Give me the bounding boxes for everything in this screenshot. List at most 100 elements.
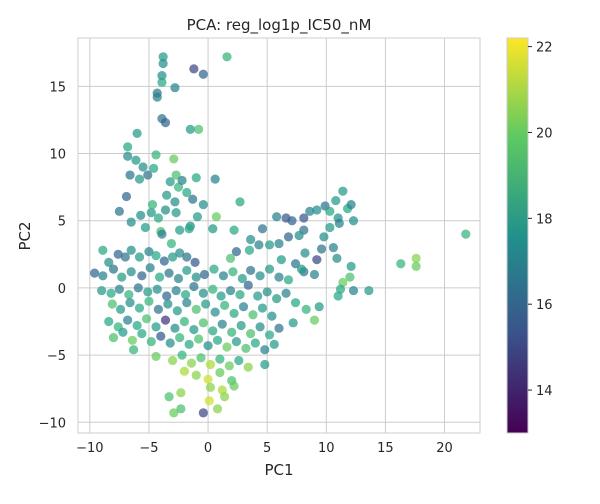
data-point	[156, 331, 166, 341]
x-tick-label: 10	[318, 441, 335, 456]
y-tick-label: 10	[49, 148, 66, 163]
data-point	[144, 296, 154, 306]
data-point	[331, 195, 341, 206]
data-point	[243, 362, 253, 372]
data-point	[264, 264, 275, 274]
data-point	[172, 306, 182, 316]
data-point	[121, 191, 132, 202]
data-point	[262, 287, 272, 297]
data-point	[123, 142, 133, 152]
data-point	[176, 404, 186, 414]
data-point	[128, 345, 139, 355]
data-point	[216, 291, 226, 301]
data-point	[154, 272, 165, 282]
y-tick-label: −5	[47, 349, 66, 364]
data-point	[175, 333, 185, 343]
data-point	[147, 199, 158, 210]
data-point	[205, 382, 216, 392]
x-tick-labels: −10 −5 0 5 10 15 20	[76, 441, 453, 456]
data-point	[224, 361, 234, 371]
data-point	[290, 298, 301, 308]
data-point	[162, 291, 172, 301]
data-point	[175, 225, 185, 235]
data-point	[184, 339, 194, 349]
data-point	[107, 299, 117, 309]
data-point	[115, 304, 126, 314]
colorbar-tick-label: 16	[536, 298, 553, 313]
data-point	[167, 355, 178, 366]
data-point	[260, 359, 270, 370]
data-point	[191, 272, 201, 282]
x-tick-label: 0	[204, 441, 212, 456]
data-point	[411, 253, 421, 263]
data-point	[185, 124, 195, 134]
data-point	[120, 252, 130, 262]
data-point	[225, 253, 236, 263]
data-point	[267, 311, 277, 321]
data-point	[136, 210, 146, 220]
data-point	[204, 396, 214, 406]
x-tick-label: 20	[436, 441, 453, 456]
data-point	[191, 304, 201, 314]
data-point	[144, 247, 154, 257]
data-point	[191, 370, 201, 380]
y-tick-label: 5	[58, 215, 66, 230]
data-point	[114, 284, 124, 294]
data-point	[137, 271, 147, 281]
data-point	[264, 240, 275, 250]
data-point	[208, 326, 218, 336]
data-point	[108, 264, 119, 274]
data-point	[246, 328, 256, 339]
data-point	[325, 222, 335, 233]
data-point	[248, 310, 258, 320]
data-point	[300, 248, 310, 258]
data-point	[194, 334, 204, 344]
data-point	[257, 303, 268, 313]
data-point	[198, 318, 208, 328]
data-point	[140, 222, 150, 233]
data-point	[162, 190, 172, 200]
data-point	[208, 224, 218, 234]
data-point	[158, 58, 168, 69]
data-point	[198, 288, 208, 298]
data-point	[127, 335, 137, 345]
data-point	[182, 298, 192, 308]
data-point	[192, 212, 203, 222]
data-point	[89, 268, 100, 278]
data-point	[151, 150, 161, 160]
data-point	[153, 213, 163, 223]
data-point	[149, 163, 159, 173]
data-point	[346, 199, 356, 210]
data-point	[287, 216, 297, 226]
data-point	[212, 335, 223, 345]
colorbar-tick-label: 14	[536, 384, 553, 399]
data-point	[210, 174, 220, 184]
data-point	[189, 281, 199, 292]
data-point	[198, 408, 208, 418]
data-point	[114, 206, 124, 216]
data-point	[236, 320, 246, 331]
data-point	[225, 285, 236, 296]
data-point	[222, 342, 232, 352]
data-point	[126, 267, 136, 277]
data-point	[316, 244, 327, 254]
data-point	[184, 224, 194, 234]
data-point	[146, 337, 156, 347]
data-point	[173, 273, 184, 284]
x-tick-label: 15	[377, 441, 394, 456]
data-point	[283, 232, 294, 242]
data-point	[257, 224, 268, 234]
data-point	[166, 238, 177, 249]
data-point	[348, 216, 359, 226]
data-point	[237, 273, 247, 284]
x-tick-label: 5	[263, 441, 271, 456]
data-point	[203, 341, 213, 351]
data-point	[180, 290, 191, 300]
data-point	[104, 257, 114, 267]
data-point	[171, 170, 181, 180]
data-point	[314, 302, 324, 312]
data-point	[179, 316, 190, 327]
data-point	[171, 208, 181, 218]
data-point	[141, 314, 152, 324]
data-point	[198, 69, 208, 79]
